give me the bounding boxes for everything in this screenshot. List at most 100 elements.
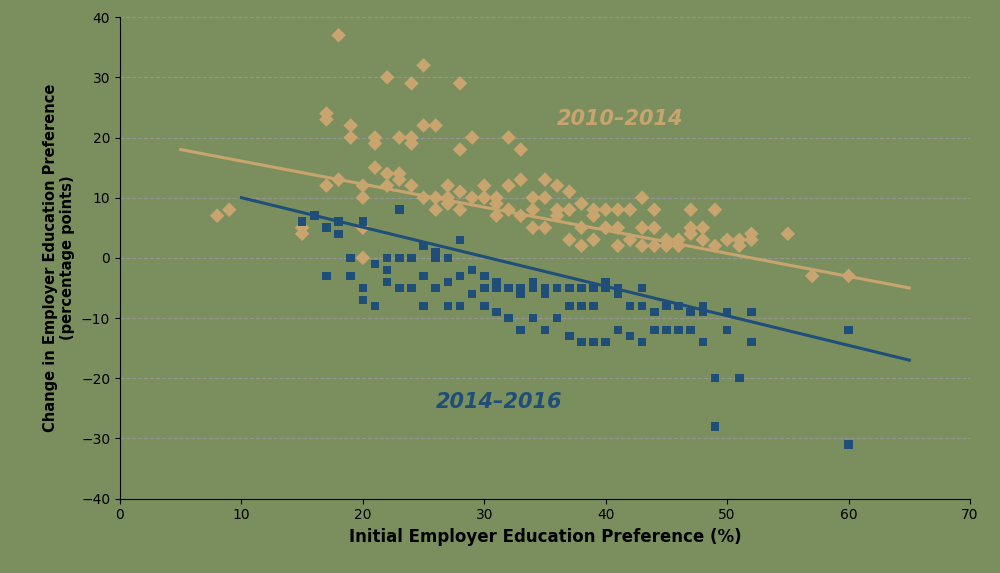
Point: [331, 217, 347, 226]
Point: [719, 325, 735, 335]
Point: [403, 181, 419, 190]
Point: [525, 205, 541, 214]
Point: [743, 307, 759, 316]
Y-axis label: Change in Employer Education Preference
(percentage points): Change in Employer Education Preference …: [43, 84, 75, 432]
Point: [586, 211, 602, 221]
Point: [695, 301, 711, 311]
Point: [586, 205, 602, 214]
Point: [391, 205, 407, 214]
Point: [294, 229, 310, 238]
Point: [452, 235, 468, 244]
Point: [537, 289, 553, 299]
Point: [294, 223, 310, 233]
Point: [743, 229, 759, 238]
Point: [367, 163, 383, 172]
Point: [343, 133, 359, 142]
Point: [634, 284, 650, 292]
Point: [537, 175, 553, 185]
Point: [379, 73, 395, 82]
Point: [464, 289, 480, 299]
Point: [573, 284, 589, 292]
Point: [501, 313, 517, 323]
Point: [658, 241, 674, 250]
Point: [476, 181, 492, 190]
Point: [586, 337, 602, 347]
Point: [586, 284, 602, 292]
Point: [841, 440, 857, 449]
Point: [610, 325, 626, 335]
Point: [549, 313, 565, 323]
Point: [513, 145, 529, 154]
Point: [476, 301, 492, 311]
Point: [416, 272, 432, 281]
Point: [318, 223, 334, 233]
Point: [683, 205, 699, 214]
Point: [561, 235, 577, 244]
Point: [537, 193, 553, 202]
Point: [318, 181, 334, 190]
Point: [355, 193, 371, 202]
Point: [683, 325, 699, 335]
Point: [440, 253, 456, 262]
Point: [379, 277, 395, 286]
Point: [355, 253, 371, 262]
Point: [513, 211, 529, 221]
Point: [391, 169, 407, 178]
Point: [379, 169, 395, 178]
Point: [622, 331, 638, 340]
Point: [731, 241, 747, 250]
Point: [343, 253, 359, 262]
Point: [331, 229, 347, 238]
Point: [610, 223, 626, 233]
Point: [525, 193, 541, 202]
Point: [573, 301, 589, 311]
Point: [403, 284, 419, 292]
X-axis label: Initial Employer Education Preference (%): Initial Employer Education Preference (%…: [349, 528, 741, 546]
Point: [367, 139, 383, 148]
Point: [440, 181, 456, 190]
Point: [719, 235, 735, 244]
Text: 2014–2016: 2014–2016: [436, 393, 562, 412]
Point: [658, 235, 674, 244]
Point: [355, 223, 371, 233]
Point: [501, 284, 517, 292]
Point: [416, 193, 432, 202]
Point: [428, 248, 444, 257]
Point: [355, 296, 371, 305]
Point: [416, 61, 432, 70]
Point: [379, 265, 395, 274]
Point: [646, 205, 662, 214]
Point: [634, 337, 650, 347]
Point: [343, 272, 359, 281]
Point: [780, 229, 796, 238]
Point: [416, 121, 432, 130]
Point: [367, 133, 383, 142]
Point: [610, 289, 626, 299]
Point: [573, 199, 589, 209]
Point: [573, 241, 589, 250]
Point: [343, 121, 359, 130]
Point: [573, 337, 589, 347]
Point: [537, 325, 553, 335]
Point: [707, 422, 723, 431]
Point: [646, 223, 662, 233]
Point: [488, 284, 504, 292]
Point: [573, 223, 589, 233]
Point: [367, 259, 383, 268]
Point: [598, 277, 614, 286]
Point: [318, 109, 334, 118]
Point: [501, 284, 517, 292]
Point: [488, 211, 504, 221]
Point: [440, 277, 456, 286]
Point: [549, 284, 565, 292]
Point: [464, 193, 480, 202]
Point: [403, 139, 419, 148]
Point: [476, 193, 492, 202]
Point: [743, 337, 759, 347]
Point: [658, 325, 674, 335]
Point: [428, 253, 444, 262]
Point: [671, 301, 687, 311]
Point: [695, 235, 711, 244]
Point: [428, 205, 444, 214]
Point: [416, 301, 432, 311]
